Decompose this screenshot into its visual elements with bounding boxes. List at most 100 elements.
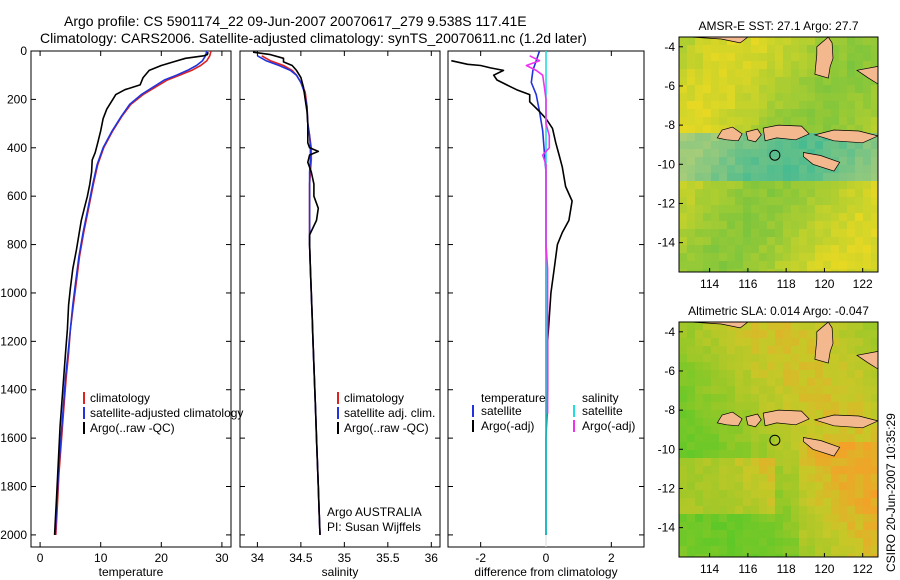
map-cell [695,410,703,418]
map-y-tick-label: -6 [664,79,675,93]
series-line-argo-raw-qc- [252,51,321,535]
map-cell [703,490,711,498]
map-cell [743,261,751,269]
map-cell [727,466,735,474]
map-cell [871,346,878,354]
map-cell [855,354,863,362]
map-cell [791,458,799,466]
map-cell [839,109,847,117]
map-cell [727,498,735,506]
map-cell [839,450,847,458]
map-cell [759,141,767,149]
map-cell [751,117,759,125]
map-cell [711,346,719,354]
map-cell [767,386,775,394]
map-cell [759,450,767,458]
map-frame [678,321,879,558]
series-line-temperature-satellite [530,51,547,535]
map-cell [847,125,855,133]
map-cell [735,117,743,125]
map-cell [815,141,823,149]
map-cell [823,514,831,522]
map-cell [799,434,807,442]
map-cell [855,77,863,85]
map-cell [847,117,855,125]
map-cell [847,253,855,261]
map-cell [791,322,799,330]
map-cell [735,197,743,205]
map-cell [831,554,839,557]
map-cell [703,245,711,253]
map-cell [687,117,695,125]
map-cell [799,45,807,53]
map-cell [679,362,687,370]
map-cell [847,370,855,378]
map-cell [727,181,735,189]
map-cell [679,165,687,173]
map-cell [687,37,695,45]
map-cell [847,482,855,490]
map-cell [703,386,711,394]
map-cell [863,141,871,149]
series-group [451,51,573,535]
map-cell [839,77,847,85]
map-cell [695,229,703,237]
map-cell [711,554,719,557]
map-cell [847,221,855,229]
map-cell [807,522,815,530]
map-cell [735,530,743,538]
map-cell [799,346,807,354]
map-cell [751,522,759,530]
map-cell [767,53,775,61]
map-cell [711,330,719,338]
map-cell [807,490,815,498]
map-cell [743,173,751,181]
map-cell [679,498,687,506]
map-cell [719,149,727,157]
map-cell [799,93,807,101]
y-tick-label: 1400 [0,383,27,397]
map-cell [735,237,743,245]
map-cell [687,530,695,538]
map-cell [799,354,807,362]
map-cell [791,466,799,474]
map-cell [791,245,799,253]
map-cell [751,189,759,197]
y-tick-label: 1000 [0,286,27,300]
map-cell [695,53,703,61]
map-cell [815,322,823,330]
map-cell [863,498,871,506]
map-cell [807,354,815,362]
map-cell [679,514,687,522]
map-cell [703,418,711,426]
map-cell [743,149,751,157]
map-cell [839,205,847,213]
map-cell [839,394,847,402]
map-cell [759,165,767,173]
map-cell [799,458,807,466]
map-cell [823,109,831,117]
map-cell [695,554,703,557]
map-cell [815,418,823,426]
map-cell [855,117,863,125]
map-cell [695,450,703,458]
map-cell [783,165,791,173]
map-cell [711,229,719,237]
map-cell [839,157,847,165]
map-cell [727,522,735,530]
map-cell [783,157,791,165]
map-cell [855,253,863,261]
map-cell [863,514,871,522]
map-cell [839,426,847,434]
map-cell [719,338,727,346]
map-cell [871,245,878,253]
map-cell [799,338,807,346]
figure-title-line1: Argo profile: CS 5901174_22 09-Jun-2007 … [64,13,527,29]
map-cell [703,261,711,269]
map-cell [815,173,823,181]
map-cell [727,101,735,109]
map-cell [807,125,815,133]
map-cell [687,197,695,205]
map-cell [751,354,759,362]
